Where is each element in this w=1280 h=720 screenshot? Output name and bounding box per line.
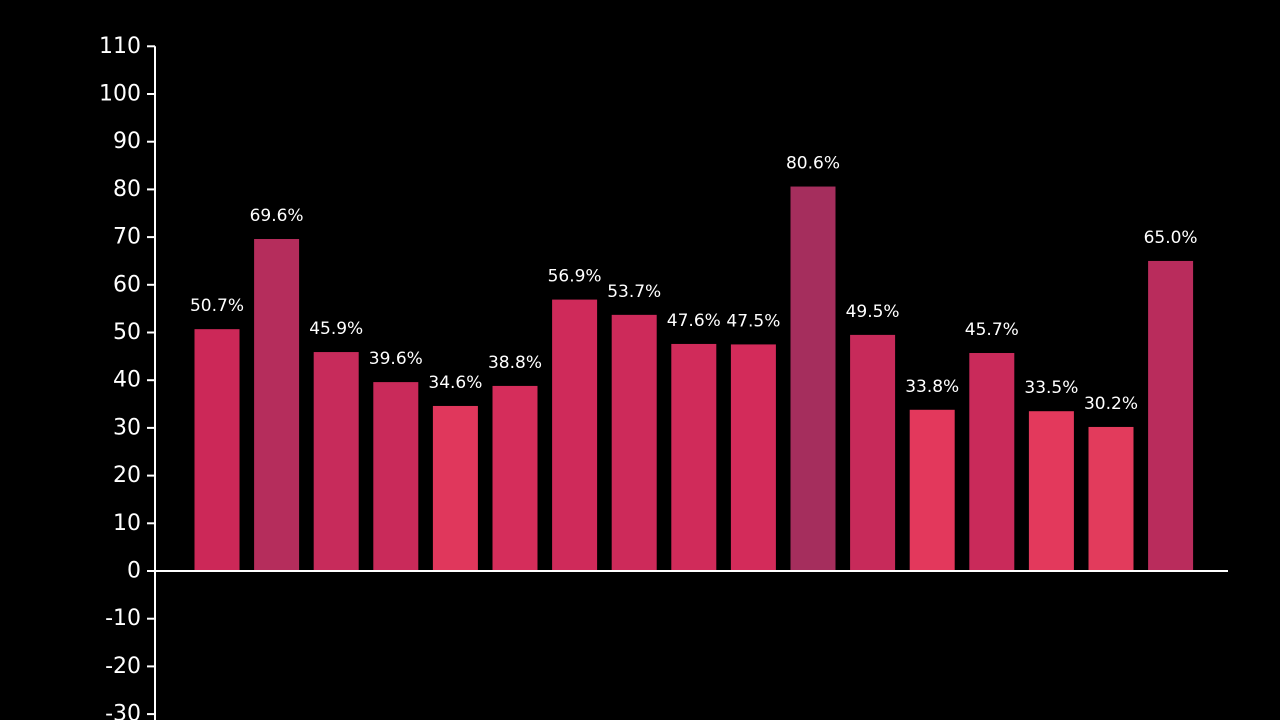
y-tick-label: -30 bbox=[105, 702, 141, 720]
y-tick-label: 80 bbox=[113, 177, 141, 202]
y-tick-label: 20 bbox=[113, 463, 141, 488]
y-tick-label: 70 bbox=[113, 225, 141, 250]
bar-17 bbox=[1148, 260, 1194, 571]
y-tick-label: 60 bbox=[113, 272, 141, 297]
y-tick-label: 110 bbox=[99, 34, 141, 59]
y-tick-label: 10 bbox=[113, 511, 141, 536]
bar-value-label-9: 47.6% bbox=[667, 311, 721, 331]
bar-value-label-4: 39.6% bbox=[369, 349, 423, 369]
y-tick-label: 30 bbox=[113, 415, 141, 440]
y-tick-label: -10 bbox=[105, 606, 141, 631]
bar-6 bbox=[492, 385, 538, 571]
bars bbox=[194, 186, 1194, 571]
y-tick-label: 50 bbox=[113, 320, 141, 345]
bar-8 bbox=[611, 314, 657, 571]
y-tick-label: 100 bbox=[99, 82, 141, 107]
y-tick-label: 0 bbox=[127, 559, 141, 584]
bar-value-label-2: 69.6% bbox=[250, 206, 304, 226]
bar-15 bbox=[1028, 411, 1074, 571]
bar-7 bbox=[552, 299, 598, 571]
y-tick-label: -20 bbox=[105, 654, 141, 679]
bar-value-label-15: 33.5% bbox=[1024, 378, 1078, 398]
bar-11 bbox=[790, 186, 836, 571]
bar-value-label-16: 30.2% bbox=[1084, 394, 1138, 414]
bar-value-label-8: 53.7% bbox=[607, 282, 661, 302]
bar-5 bbox=[432, 405, 478, 571]
bar-value-label-6: 38.8% bbox=[488, 353, 542, 373]
bar-16 bbox=[1088, 426, 1134, 571]
bar-value-label-10: 47.5% bbox=[726, 311, 780, 331]
bar-value-label-14: 45.7% bbox=[965, 320, 1019, 340]
data-labels: 50.7% 69.6% 45.9% 39.6%34.6% 38.8% 56.9%53.7%… bbox=[190, 154, 1198, 414]
bar-1 bbox=[194, 329, 240, 571]
bar-2 bbox=[254, 239, 300, 571]
bar-value-label-5: 34.6% bbox=[428, 373, 482, 393]
bar-9 bbox=[671, 343, 717, 571]
y-tick-label: 90 bbox=[113, 129, 141, 154]
bar-3 bbox=[313, 352, 359, 571]
bar-value-label-17: 65.0% bbox=[1144, 228, 1198, 248]
bar-12 bbox=[850, 334, 896, 571]
bar-value-label-11: 80.6% bbox=[786, 154, 840, 174]
bar-value-label-1: 50.7% bbox=[190, 296, 244, 316]
bar-value-label-12: 49.5% bbox=[846, 302, 900, 322]
bar-14 bbox=[969, 353, 1015, 571]
bar-13 bbox=[909, 409, 955, 571]
bar-10 bbox=[730, 344, 776, 571]
bar-4 bbox=[373, 382, 419, 571]
y-tick-label: 40 bbox=[113, 368, 141, 393]
bar-value-label-3: 45.9% bbox=[309, 319, 363, 339]
bar-value-label-7: 56.9% bbox=[548, 267, 602, 287]
bar-value-label-13: 33.8% bbox=[905, 377, 959, 397]
